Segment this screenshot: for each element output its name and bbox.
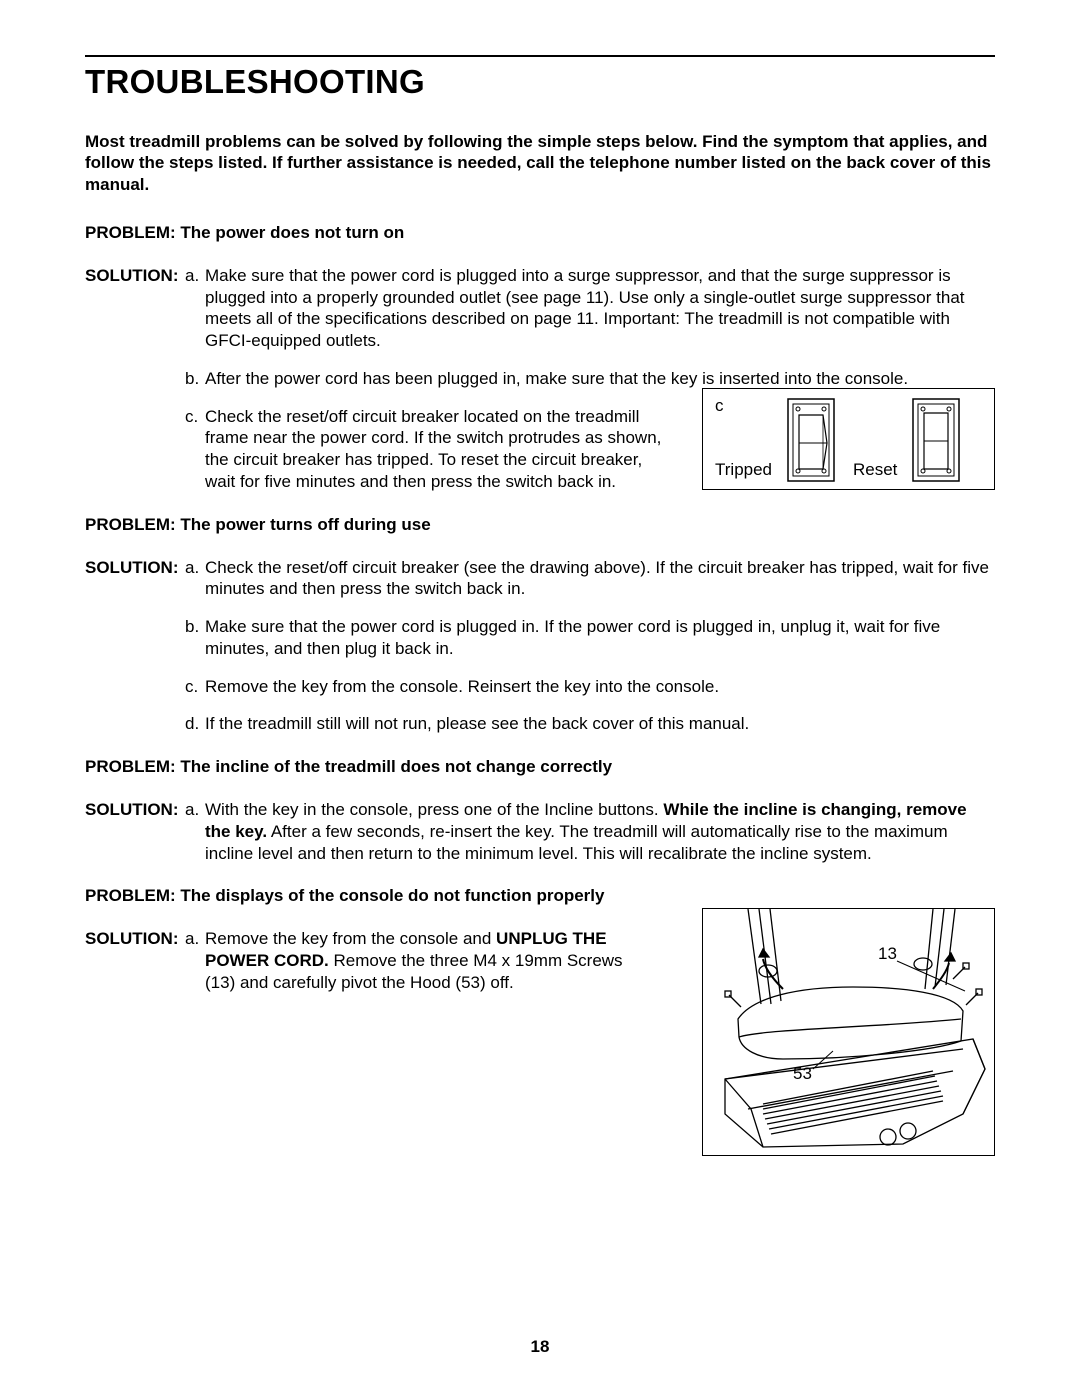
p1-solution-b: b. After the power cord has been plugged…	[85, 368, 995, 390]
circuit-breaker-diagram: c Tripped Reset	[703, 389, 992, 487]
list-letter: a.	[185, 799, 205, 821]
p1-c-text: Check the reset/off circuit breaker loca…	[205, 406, 675, 493]
solution-label: SOLUTION:	[85, 799, 185, 821]
page-number: 18	[0, 1337, 1080, 1357]
top-rule	[85, 55, 995, 57]
list-letter: d.	[185, 713, 205, 735]
callout-13: 13	[878, 944, 897, 963]
reset-label: Reset	[853, 460, 898, 479]
solution-label: SOLUTION:	[85, 265, 185, 287]
p1-b-text: After the power cord has been plugged in…	[205, 368, 995, 390]
p1-a-text: Make sure that the power cord is plugged…	[205, 265, 995, 352]
p3-a-text: With the key in the console, press one o…	[205, 799, 995, 864]
p2-solution-c: c. Remove the key from the console. Rein…	[85, 676, 995, 698]
reset-switch-icon	[913, 399, 959, 481]
p2-d-text: If the treadmill still will not run, ple…	[205, 713, 995, 735]
p2-c-text: Remove the key from the console. Reinser…	[205, 676, 995, 698]
list-letter: c.	[185, 406, 205, 428]
p2-b-text: Make sure that the power cord is plugged…	[205, 616, 995, 660]
p3-solution-a: SOLUTION: a. With the key in the console…	[85, 799, 995, 864]
tripped-switch-icon	[788, 399, 834, 481]
page-title: TROUBLESHOOTING	[85, 63, 995, 101]
p2-solution-b: b. Make sure that the power cord is plug…	[85, 616, 995, 660]
treadmill-hood-diagram: 13 53	[703, 909, 992, 1153]
tripped-label: Tripped	[715, 460, 772, 479]
figure-d-box: 13 53	[702, 908, 995, 1156]
p2-solution-d: d. If the treadmill still will not run, …	[85, 713, 995, 735]
list-letter: c.	[185, 676, 205, 698]
list-letter: a.	[185, 928, 205, 950]
problem4-heading: PROBLEM: The displays of the console do …	[85, 886, 995, 906]
p1-solution-a: SOLUTION: a. Make sure that the power co…	[85, 265, 995, 352]
callout-53: 53	[793, 1064, 812, 1083]
problem3-heading: PROBLEM: The incline of the treadmill do…	[85, 757, 995, 777]
list-letter: b.	[185, 616, 205, 638]
p2-a-text: Check the reset/off circuit breaker (see…	[205, 557, 995, 601]
solution-label: SOLUTION:	[85, 928, 185, 950]
page: TROUBLESHOOTING Most treadmill problems …	[0, 0, 1080, 1397]
list-letter: b.	[185, 368, 205, 390]
intro-paragraph: Most treadmill problems can be solved by…	[85, 131, 995, 195]
p3-a-pre: With the key in the console, press one o…	[205, 800, 663, 819]
figure-c-label: c	[715, 396, 724, 415]
p2-solution-a: SOLUTION: a. Check the reset/off circuit…	[85, 557, 995, 601]
list-letter: a.	[185, 265, 205, 287]
p4-a-text: Remove the key from the console and UNPL…	[205, 928, 655, 993]
p3-a-post: After a few seconds, re-insert the key. …	[205, 822, 948, 863]
figure-c-box: c Tripped Reset	[702, 388, 995, 490]
p4-a-pre: Remove the key from the console and	[205, 929, 496, 948]
problem2-heading: PROBLEM: The power turns off during use	[85, 515, 995, 535]
problem1-heading: PROBLEM: The power does not turn on	[85, 223, 995, 243]
list-letter: a.	[185, 557, 205, 579]
solution-label: SOLUTION:	[85, 557, 185, 579]
